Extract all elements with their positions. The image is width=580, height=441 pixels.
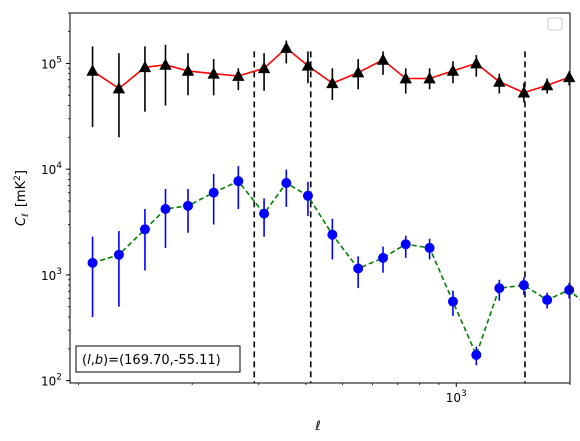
triangle-marker bbox=[232, 69, 245, 81]
circle-marker bbox=[518, 280, 529, 291]
circle-marker bbox=[400, 239, 411, 250]
tick-base: 10 bbox=[41, 269, 56, 283]
triangle-marker bbox=[301, 59, 315, 71]
plot-frame bbox=[69, 12, 571, 384]
triangle-marker bbox=[86, 64, 99, 76]
circle-marker bbox=[281, 178, 292, 189]
triangle-marker bbox=[563, 70, 576, 83]
tick-exponent: 2 bbox=[56, 373, 62, 383]
triangle-marker bbox=[493, 75, 506, 87]
tick-exponent: 4 bbox=[56, 161, 62, 171]
tick-base: 10 bbox=[41, 163, 56, 177]
triangle-marker bbox=[159, 58, 172, 70]
annotation-text: (l,b)=(169.70,-55.11) bbox=[82, 353, 221, 368]
y-tick-label: 102 bbox=[41, 373, 62, 389]
circle-marker bbox=[471, 349, 482, 360]
triangle-marker bbox=[446, 64, 460, 76]
annotation-box bbox=[75, 345, 241, 373]
circle-marker bbox=[424, 242, 435, 253]
position-annotation: (l,b)=(169.70,-55.11) bbox=[75, 345, 241, 373]
triangle-marker bbox=[138, 60, 152, 73]
y-tick-label: 105 bbox=[41, 55, 62, 71]
circle-marker bbox=[160, 204, 171, 215]
legend-box bbox=[547, 17, 563, 31]
triangle-marker bbox=[517, 86, 531, 98]
triangle-marker bbox=[399, 72, 412, 84]
y-tick-label: 104 bbox=[41, 161, 62, 177]
circle-marker bbox=[113, 249, 124, 260]
circle-marker bbox=[564, 284, 575, 295]
triangle-marker bbox=[376, 53, 390, 65]
x-axis-label: ℓ bbox=[314, 419, 320, 434]
triangle-marker bbox=[257, 61, 271, 74]
triangle-marker bbox=[181, 64, 195, 76]
circle-marker bbox=[378, 252, 389, 263]
circle-marker bbox=[87, 257, 98, 268]
circle-marker bbox=[208, 187, 219, 198]
tick-exponent: 3 bbox=[56, 267, 62, 277]
tick-base: 10 bbox=[41, 375, 56, 389]
circle-marker bbox=[494, 283, 505, 294]
circle-marker bbox=[542, 294, 553, 305]
circle-marker bbox=[353, 263, 364, 274]
triangle-marker bbox=[540, 78, 554, 91]
triangle-marker bbox=[326, 76, 339, 89]
triangle-marker bbox=[423, 72, 436, 84]
triangle-marker bbox=[207, 67, 220, 79]
triangle-marker bbox=[280, 41, 293, 53]
circle-marker bbox=[233, 176, 244, 187]
y-axis-label: Cℓ[mK2] bbox=[13, 170, 31, 226]
circle-marker bbox=[447, 296, 458, 307]
circle-marker bbox=[302, 190, 313, 201]
circle-marker bbox=[139, 224, 150, 235]
tick-exponent: 5 bbox=[56, 55, 62, 65]
circle-marker bbox=[327, 229, 338, 240]
triangle-marker bbox=[470, 56, 483, 69]
series-line bbox=[92, 180, 580, 358]
triangle-marker bbox=[351, 66, 365, 78]
tick-exponent: 3 bbox=[461, 389, 467, 399]
circle-marker bbox=[259, 208, 270, 219]
circle-marker bbox=[183, 200, 194, 211]
x-tick-label: 103 bbox=[446, 389, 467, 405]
triangle-marker bbox=[112, 81, 126, 94]
y-tick-label: 103 bbox=[41, 267, 62, 283]
tick-base: 10 bbox=[446, 391, 461, 405]
plot-content bbox=[86, 40, 580, 383]
tick-base: 10 bbox=[41, 57, 56, 71]
